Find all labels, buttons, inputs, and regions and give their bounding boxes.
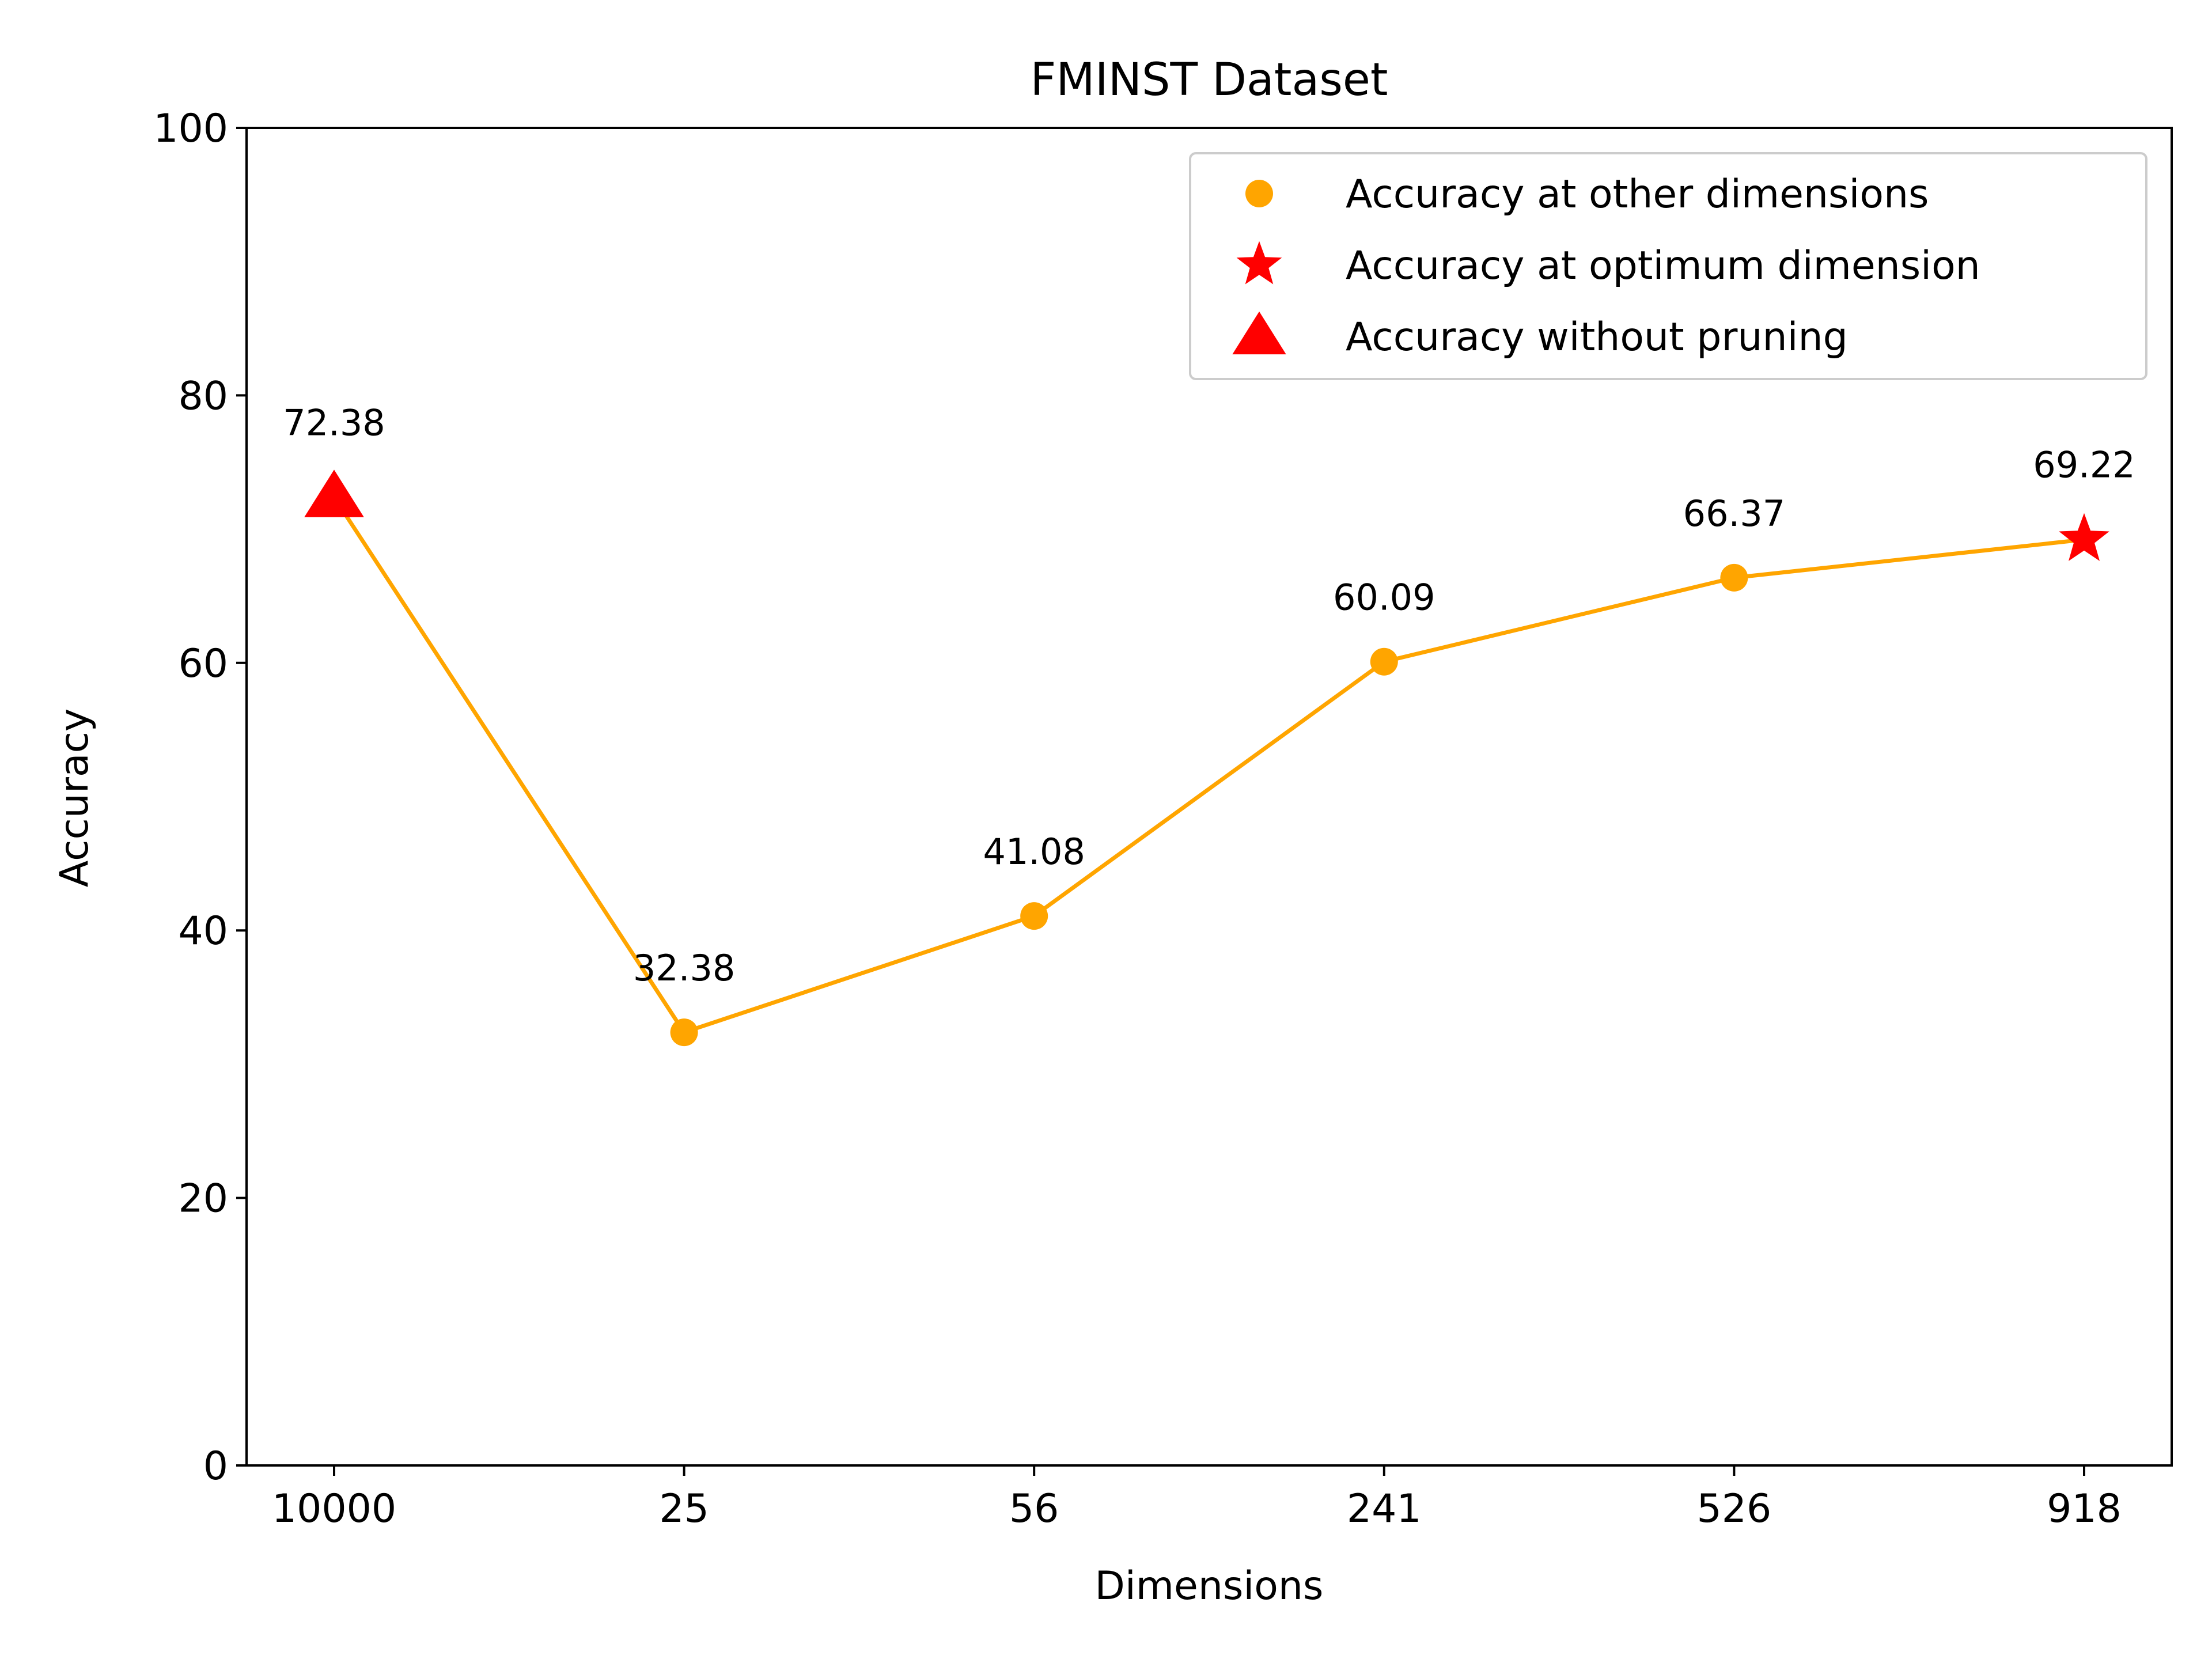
- y-tick-label: 0: [203, 1444, 228, 1489]
- x-axis-label: Dimensions: [1095, 1563, 1324, 1609]
- y-tick-label: 20: [178, 1176, 228, 1222]
- data-label: 66.37: [1683, 493, 1786, 535]
- data-label: 32.38: [633, 947, 736, 989]
- axes-frame: [245, 127, 2173, 1467]
- x-tick-label: 10000: [272, 1486, 396, 1532]
- legend-label: Accuracy at optimum dimension: [1346, 243, 1980, 289]
- y-tick-label: 60: [178, 641, 228, 687]
- legend: Accuracy at other dimensions Accuracy at …: [1189, 152, 2147, 380]
- legend-label: Accuracy at other dimensions: [1346, 172, 1929, 217]
- x-tick-label: 25: [659, 1486, 709, 1532]
- y-axis-label: Accuracy: [52, 709, 97, 887]
- data-label: 72.38: [283, 402, 385, 444]
- legend-marker-circle: [1245, 180, 1273, 207]
- data-point-star: [2059, 513, 2109, 561]
- x-tick-label: 241: [1347, 1486, 1422, 1532]
- chart-title: FMINST Dataset: [1031, 54, 1388, 106]
- data-label: 60.09: [1333, 577, 1435, 619]
- x-tick-label: 56: [1009, 1486, 1059, 1532]
- x-tick-label: 918: [2047, 1486, 2122, 1532]
- data-point-circle: [1720, 563, 1748, 592]
- data-point-triangle: [304, 469, 364, 517]
- data-label: 69.22: [2033, 444, 2135, 486]
- legend-marker-star: [1236, 241, 1282, 285]
- legend-box: [1189, 152, 2147, 380]
- data-point-circle: [670, 1018, 698, 1047]
- y-tick-label: 80: [178, 373, 228, 419]
- y-tick-label: 40: [178, 908, 228, 954]
- legend-label: Accuracy without pruning: [1346, 315, 1848, 360]
- x-tick-label: 526: [1697, 1486, 1772, 1532]
- legend-marker-triangle: [1232, 311, 1286, 355]
- series-line: [332, 496, 2085, 1035]
- y-tick-label: 100: [153, 106, 228, 151]
- data-point-circle: [1020, 902, 1048, 930]
- data-label: 41.08: [983, 831, 1085, 873]
- plot-area: 0 20 40 60 80 100 10000 25 56 241 526 918 72.38 32.38…: [153, 106, 2173, 1532]
- data-point-circle: [1370, 647, 1398, 676]
